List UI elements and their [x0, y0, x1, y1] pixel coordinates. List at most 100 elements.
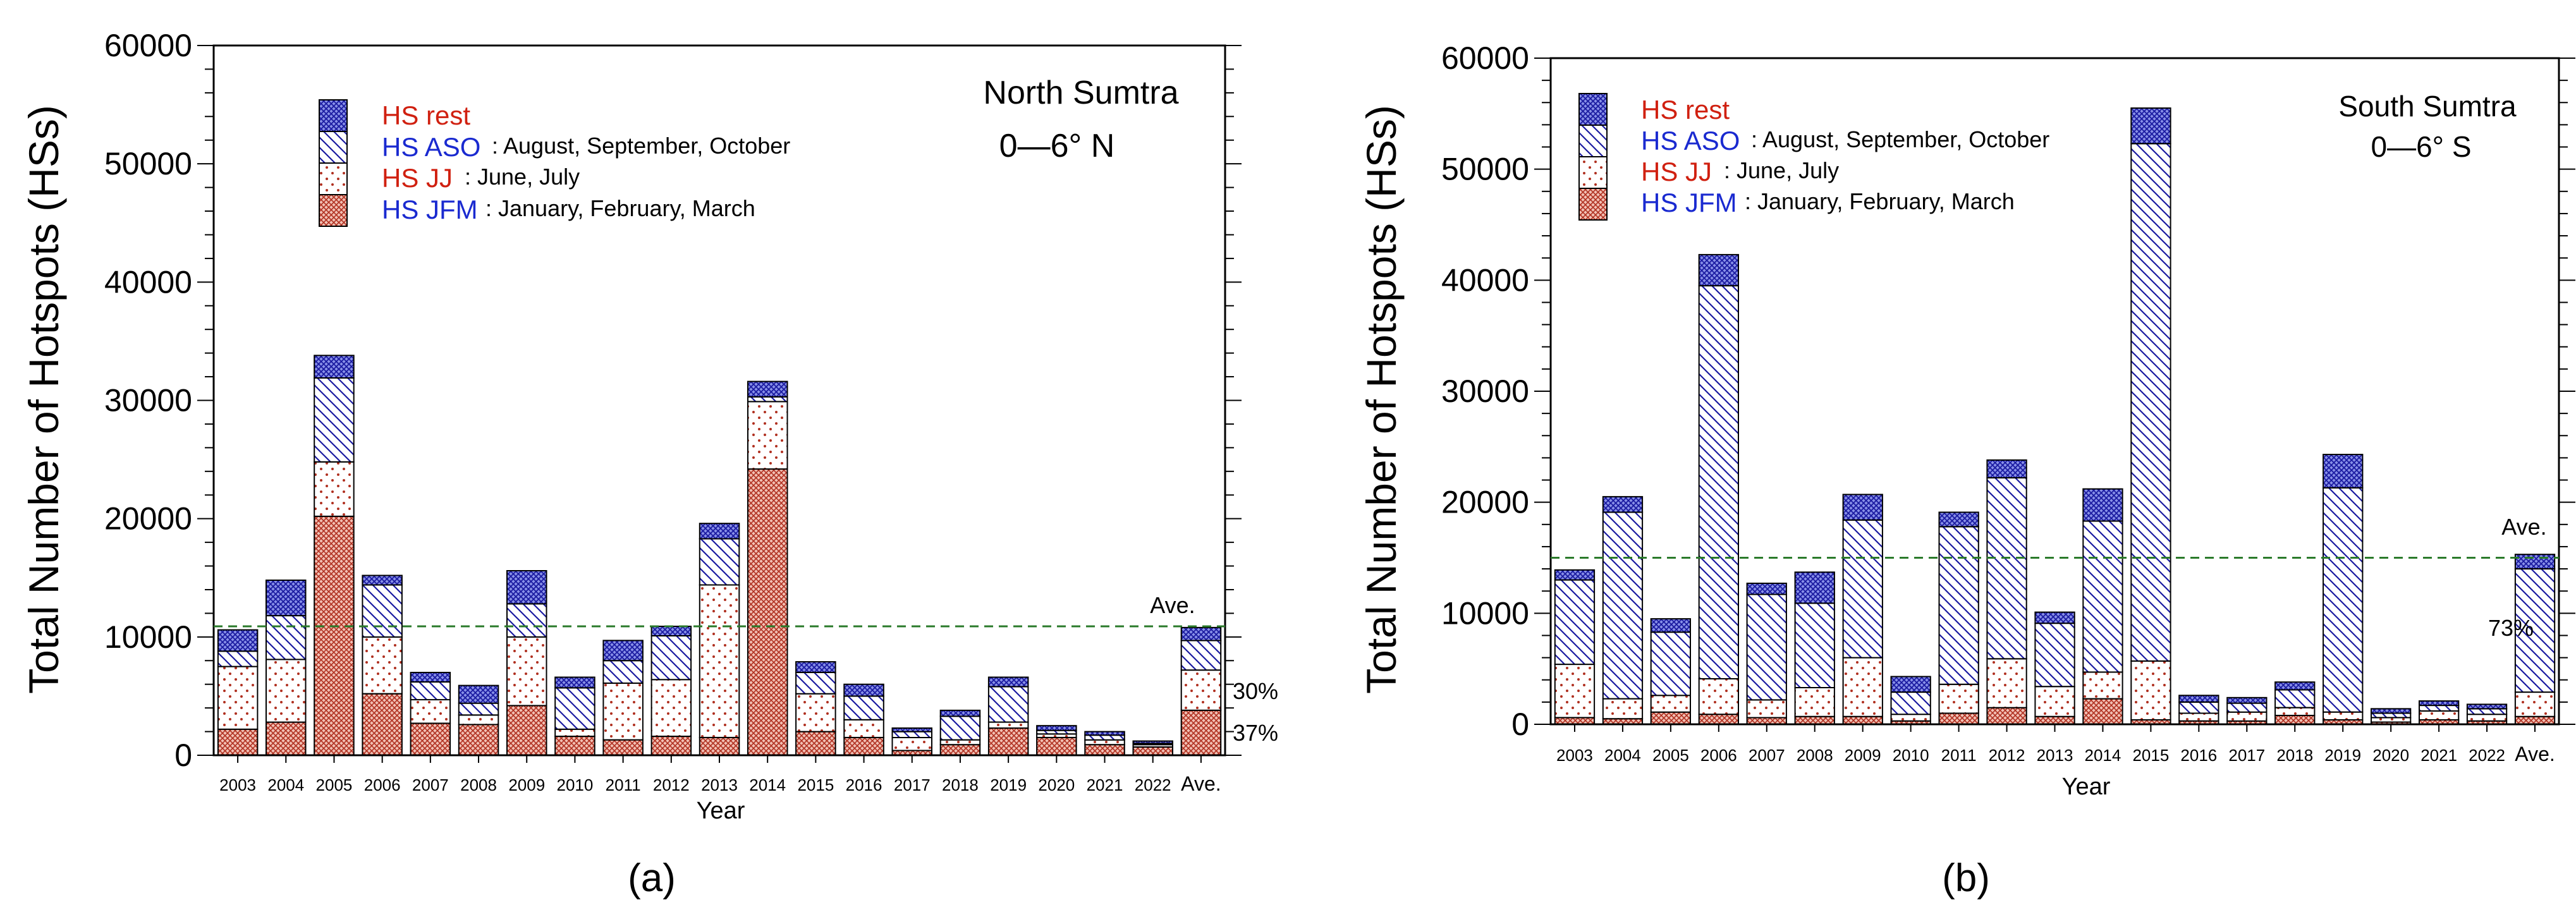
a-bar-jj-2015 [795, 693, 836, 733]
a-bar-jfm-2020 [1036, 736, 1077, 757]
b-x-tick-label-2012: 2012 [1989, 746, 2025, 765]
b-x-tick-label-2014: 2014 [2085, 746, 2121, 765]
b-bar-jj-2014 [2082, 671, 2123, 700]
b-bar-rest-2004 [1602, 496, 1644, 513]
panel-a-bars [217, 355, 1222, 757]
a-bar-jfm-2010 [554, 736, 595, 756]
a-x-tick-label-2017: 2017 [894, 775, 931, 794]
a-bar-jj-2018 [939, 739, 981, 746]
a-bar-jfm-2018 [939, 744, 981, 756]
a-bar-aso-2011 [602, 660, 644, 684]
a-bar-aso-2003 [217, 650, 259, 667]
a-bar-rest-2020 [1036, 725, 1077, 731]
a-bar-aso-2016 [843, 695, 884, 720]
a-bar-jfm-2021 [1084, 744, 1125, 756]
panel-b-legend: HS rest HS ASO : August, September, Octo… [1578, 93, 2049, 221]
a-x-tick-label-Ave: Ave. [1181, 772, 1221, 795]
a-bar-rest-2009 [506, 570, 547, 605]
a-bar-rest-2014 [747, 380, 788, 398]
a-bar-jj-2016 [843, 719, 884, 738]
b-x-tick-label-2003: 2003 [1556, 746, 1593, 765]
panel-b-annotation-73: 73% [2488, 615, 2534, 641]
panel-b-legend-aso-desc: : August, September, October [1751, 126, 2049, 152]
b-bar-rest-2012 [1986, 459, 2027, 479]
b-x-tick-label-2022: 2022 [2469, 746, 2505, 765]
b-x-tick-label-2006: 2006 [1700, 746, 1737, 765]
a-x-tick-label-2020: 2020 [1038, 775, 1075, 794]
b-bar-jj-2016 [2178, 712, 2219, 722]
a-y-tick-label-10000: 10000 [104, 619, 192, 655]
panel-b-legend-jj-desc: : June, July [1724, 157, 1839, 183]
b-bar-rest-2010 [1890, 676, 1931, 693]
b-bar-jfm-2007 [1746, 717, 1787, 725]
b-bar-rest-2014 [2082, 488, 2123, 522]
b-bar-jj-2013 [2034, 686, 2075, 717]
b-bar-aso-2006 [1698, 285, 1739, 680]
panel-a-legend-jfm: HS JFM [382, 195, 478, 224]
b-bar-jj-2015 [2130, 660, 2171, 721]
a-bar-jfm-2011 [602, 739, 644, 756]
panel-a-y-axis-label: Total Number of Hotspots (HSs) [20, 105, 67, 694]
b-bar-aso-2004 [1602, 511, 1644, 700]
b-bar-jfm-2014 [2082, 698, 2123, 725]
b-bar-aso-2007 [1746, 593, 1787, 701]
b-bar-rest-2016 [2178, 695, 2219, 703]
a-y-tick-label-60000: 60000 [104, 28, 192, 63]
b-x-tick-label-2011: 2011 [1941, 746, 1977, 765]
b-bar-jj-2018 [2274, 707, 2316, 716]
a-bar-aso-2010 [554, 687, 595, 730]
b-bar-jj-2019 [2323, 711, 2364, 720]
b-bar-aso-2009 [1842, 519, 1883, 659]
b-bar-rest-2018 [2274, 681, 2316, 691]
a-bar-jj-2013 [699, 584, 740, 738]
b-bar-rest-2005 [1650, 618, 1691, 633]
a-bar-rest-Ave [1180, 626, 1222, 641]
a-bar-jfm-2015 [795, 731, 836, 756]
b-bar-jfm-2006 [1698, 714, 1739, 725]
b-bar-jj-2004 [1602, 698, 1644, 720]
b-bar-rest-2008 [1794, 571, 1835, 604]
b-bar-jfm-2012 [1986, 707, 2027, 725]
b-x-tick-label-2009: 2009 [1845, 746, 1881, 765]
panel-b-y-axis-label: Total Number of Hotspots (HSs) [1358, 105, 1405, 694]
a-bar-jj-2007 [410, 699, 451, 724]
panel-b-legend-swatch-jfm [1578, 188, 1608, 221]
panel-a-annotation-37: 37% [1233, 720, 1278, 746]
b-bar-jj-2020 [2371, 717, 2412, 723]
a-bar-aso-2008 [458, 702, 499, 716]
panel-a-axes: 2003 2004 2005 2006 2007 2008 2009 2010 2011 2012… [104, 28, 1242, 795]
panel-a-legend-jfm-desc: : January, February, March [485, 195, 755, 221]
a-bar-jj-2012 [650, 679, 692, 737]
a-bar-aso-2006 [362, 584, 403, 638]
b-bar-jj-2010 [1890, 714, 1931, 722]
b-bar-jj-2011 [1938, 683, 1979, 714]
a-x-tick-label-2009: 2009 [508, 775, 545, 794]
a-bar-aso-2015 [795, 672, 836, 695]
b-x-tick-label-2013: 2013 [2037, 746, 2073, 765]
a-bar-jj-2011 [602, 682, 644, 741]
a-bar-jfm-2016 [843, 736, 884, 757]
b-bar-jj-2009 [1842, 657, 1883, 717]
b-x-tick-label-2005: 2005 [1652, 746, 1689, 765]
panel-b-legend-aso: HS ASO [1641, 126, 1740, 155]
panel-b-legend-swatch-rest [1578, 93, 1608, 126]
a-bar-jj-2006 [362, 636, 403, 695]
panel-a-legend-swatch-rest [319, 99, 348, 132]
a-bar-jj-2003 [217, 666, 259, 730]
a-bar-rest-2004 [266, 580, 307, 617]
b-bar-rest-2019 [2323, 454, 2364, 489]
b-bar-jfm-2009 [1842, 715, 1883, 725]
b-bar-jj-Ave [2514, 691, 2556, 717]
panel-a-average-label: Ave. [1150, 592, 1195, 618]
b-bar-jfm-2003 [1554, 717, 1596, 725]
b-x-tick-label-2017: 2017 [2228, 746, 2265, 765]
b-x-tick-label-2016: 2016 [2180, 746, 2217, 765]
a-y-tick-label-30000: 30000 [104, 383, 192, 418]
panel-a-label: (a) [628, 856, 676, 900]
b-bar-rest-2011 [1938, 511, 1979, 528]
a-bar-jfm-2006 [362, 693, 403, 756]
a-x-tick-label-2016: 2016 [846, 775, 882, 794]
a-bar-jfm-2004 [266, 721, 307, 756]
b-y-tick-label-10000: 10000 [1441, 595, 1529, 631]
a-bar-rest-2015 [795, 661, 836, 673]
